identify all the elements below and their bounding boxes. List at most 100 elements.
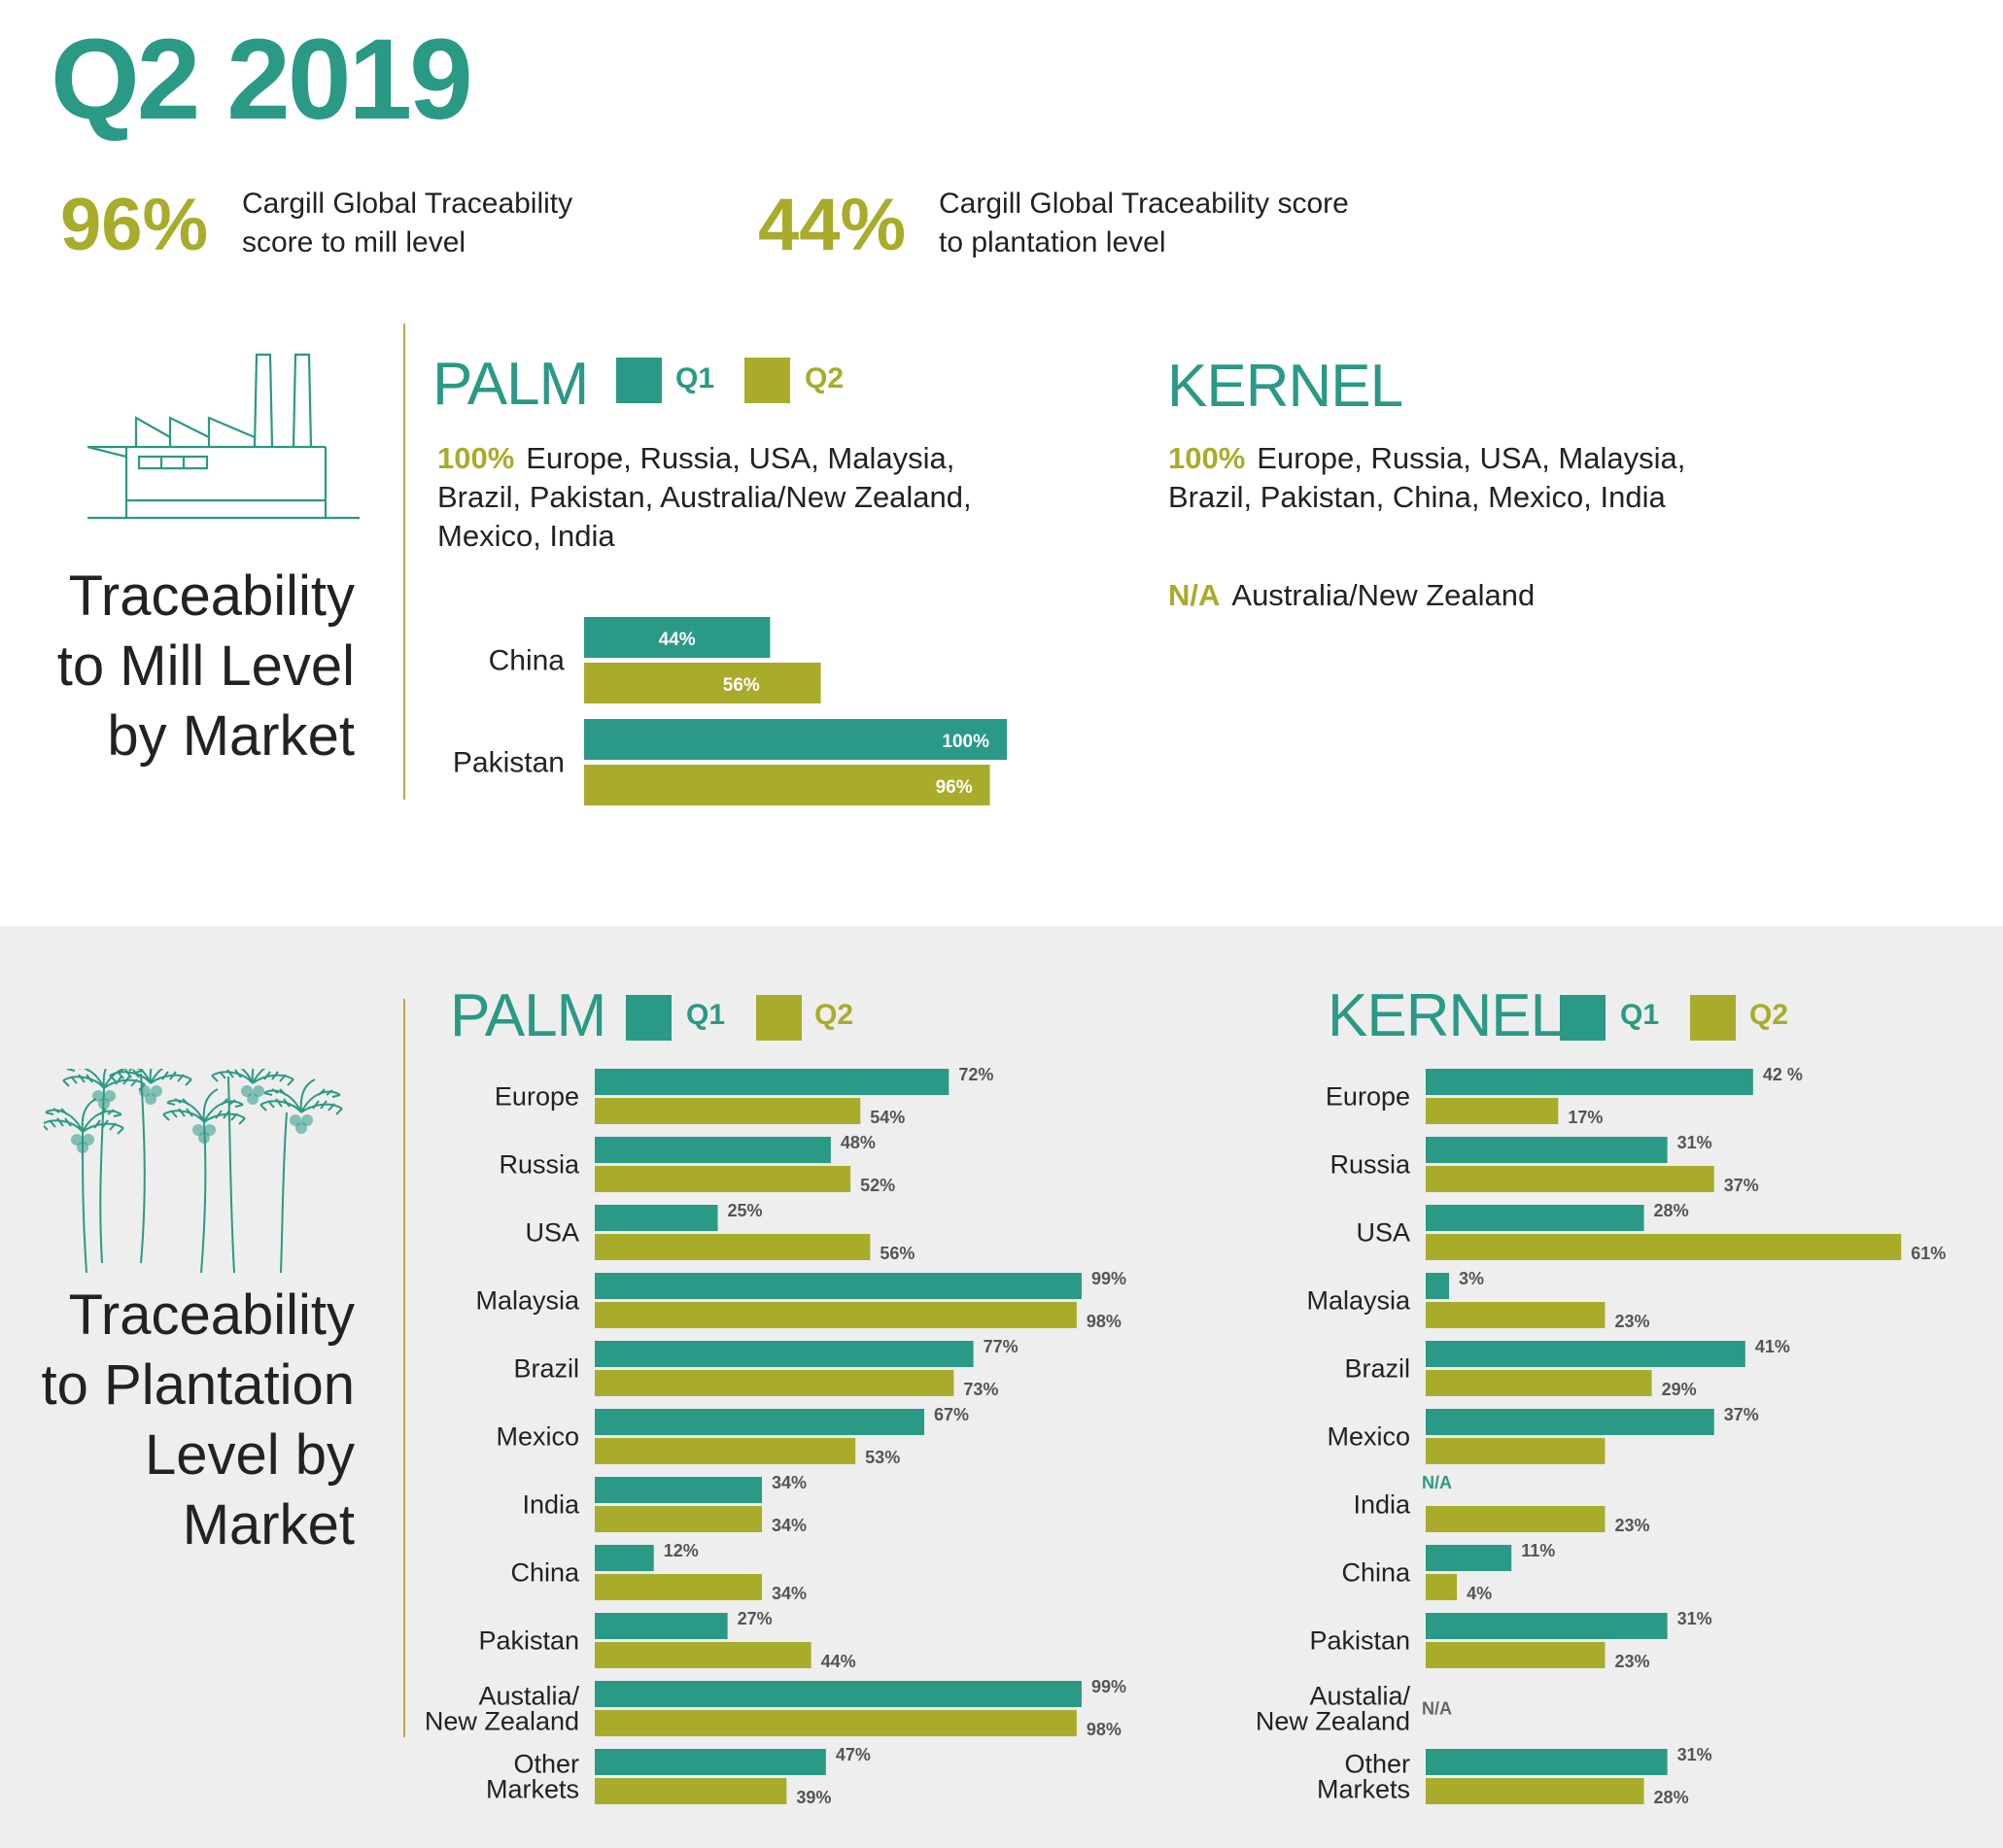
- palm-bar-q2: [595, 1506, 763, 1532]
- kernel-category-label: Europe: [1326, 1082, 1410, 1112]
- palm-bar-q2: [595, 1642, 812, 1668]
- kpi-plantation-text: Cargill Global Traceability score to pla…: [939, 185, 1444, 262]
- mill-legend-q1-swatch: [616, 358, 662, 403]
- palm-bar-value-label: 44%: [821, 1652, 856, 1671]
- kernel-bar-q2: [1426, 1234, 1902, 1260]
- plantation-side-title-line2: to Plantation: [41, 1353, 355, 1417]
- kpi-mill-text-line2: score to mill level: [242, 226, 466, 258]
- kernel-bar-value-label: 61%: [1911, 1244, 1946, 1263]
- mill-kernel-title: KERNEL: [1167, 353, 1403, 420]
- palm-bar-value-label: 77%: [984, 1337, 1019, 1356]
- palm-bar-q2: [595, 1370, 954, 1396]
- mill-kernel-na: N/A Australia/New Zealand: [1168, 576, 1790, 615]
- kpi-plantation-text-line2: to plantation level: [939, 226, 1166, 258]
- plantation-palm-chart: Europe 72% 54% Russia 48% 52% USA 25% 56% Malaysi…: [425, 1065, 1126, 1807]
- mill-bar-value-label: 96%: [936, 777, 973, 798]
- palm-bar-value-label: 25%: [728, 1201, 763, 1220]
- kpi-mill-text: Cargill Global Traceability score to mil…: [242, 185, 650, 262]
- mill-divider: [403, 324, 405, 800]
- palm-bar-q1: [595, 1341, 974, 1367]
- mill-side-title: Traceability to Mill Level by Market: [19, 562, 355, 771]
- mill-palm-full-list: 100% Europe, Russia, USA, Malaysia, Brazi…: [437, 439, 1059, 556]
- palm-bar-value-label: 98%: [1087, 1720, 1122, 1739]
- plantation-kernel-legend-q2-label: Q2: [1749, 999, 1789, 1031]
- plantation-divider: [403, 999, 405, 1737]
- mill-palm-full-line2: Brazil, Pakistan, Australia/New Zealand,: [437, 480, 972, 514]
- palm-bar-q1: [595, 1613, 728, 1639]
- palm-bar-q1: [595, 1477, 763, 1503]
- mill-legend-q1-label: Q1: [675, 362, 715, 394]
- palm-bar-q2: [595, 1234, 871, 1260]
- mill-palm-full-line1: 100% Europe, Russia, USA, Malaysia,: [437, 439, 1059, 478]
- mill-side-title-line1: Traceability: [68, 565, 355, 628]
- palm-bar-q1: [595, 1409, 925, 1435]
- factory-icon: [87, 353, 360, 520]
- kernel-bar-value-label: 29%: [1662, 1380, 1697, 1399]
- kernel-bar-value-label: 37%: [1724, 1405, 1759, 1424]
- mill-kernel-na-text: Australia/New Zealand: [1231, 578, 1536, 612]
- kernel-bar-value-label: 31%: [1677, 1745, 1712, 1764]
- palm-bar-value-label: 12%: [664, 1541, 699, 1560]
- palm-bar-value-label: 48%: [841, 1133, 876, 1152]
- kernel-bar-value-label: 41%: [1755, 1337, 1790, 1356]
- kernel-bar-q1: [1426, 1069, 1753, 1095]
- mill-bar-q1: [584, 719, 1007, 760]
- kernel-category-label: China: [1341, 1558, 1411, 1588]
- palm-category-label: USA: [525, 1218, 579, 1248]
- kernel-bar-q2: [1426, 1302, 1606, 1328]
- kernel-bar-value-label: 37%: [1724, 1176, 1759, 1195]
- kpi-plantation-text-line1: Cargill Global Traceability score: [939, 188, 1349, 220]
- kpi-plantation-value: 44%: [758, 184, 907, 266]
- palm-bar-q1: [595, 1273, 1082, 1299]
- kernel-category-label: Markets: [1317, 1775, 1410, 1804]
- plantation-kernel-legend-q1-swatch: [1560, 995, 1606, 1041]
- mill-bar-value-label: 56%: [723, 675, 760, 696]
- kernel-category-label: Other: [1344, 1750, 1410, 1779]
- palm-bar-value-label: 56%: [880, 1244, 915, 1263]
- mill-kernel-full-list: 100% Europe, Russia, USA, Malaysia, Brazi…: [1168, 439, 1790, 517]
- palm-bar-q2: [595, 1574, 763, 1600]
- kernel-bar-q2: [1426, 1438, 1606, 1464]
- kernel-bar-value-label: 28%: [1654, 1201, 1689, 1220]
- palm-category-label: Austalia/: [478, 1682, 579, 1711]
- mill-palm-full-line3: Mexico, India: [437, 519, 615, 553]
- mill-legend-q2-label: Q2: [805, 362, 845, 394]
- plantation-side-title-line4: Market: [182, 1493, 355, 1557]
- mill-kernel-full-line1-text: Europe, Russia, USA, Malaysia,: [1257, 441, 1686, 475]
- kernel-bar-value-label: 23%: [1614, 1652, 1649, 1671]
- palm-category-label: China: [510, 1558, 580, 1588]
- mill-bar-q2: [584, 765, 990, 805]
- kernel-category-label: Mexico: [1327, 1422, 1410, 1452]
- palm-bar-value-label: 53%: [865, 1448, 900, 1467]
- palm-bar-value-label: 54%: [870, 1108, 905, 1127]
- kernel-bar-value-label: 3%: [1459, 1269, 1484, 1288]
- mill-bar-value-label: 100%: [942, 732, 989, 752]
- palm-category-label: Malaysia: [475, 1286, 580, 1316]
- mill-bar-q1: [584, 617, 771, 658]
- palm-bar-q2: [595, 1098, 861, 1124]
- kernel-bar-value-label: N/A: [1422, 1699, 1452, 1719]
- kernel-bar-q2: [1426, 1778, 1644, 1804]
- plantation-kernel-title: KERNEL: [1328, 982, 1564, 1049]
- kernel-category-label: Brazil: [1344, 1354, 1410, 1384]
- kernel-bar-q1: [1426, 1613, 1668, 1639]
- palm-bar-q1: [595, 1749, 826, 1775]
- palm-bar-value-label: 52%: [860, 1176, 895, 1195]
- kernel-bar-q1: [1426, 1545, 1512, 1571]
- palm-category-label: Other: [513, 1750, 579, 1779]
- kernel-category-label: Russia: [1330, 1150, 1411, 1180]
- plantation-palm-title: PALM: [450, 982, 606, 1049]
- mill-kernel-full-pct: 100%: [1168, 441, 1246, 475]
- kpi-mill-text-line1: Cargill Global Traceability: [242, 188, 573, 220]
- mill-bar-value-label: 44%: [659, 630, 696, 650]
- mill-category-label: China: [489, 645, 566, 677]
- palm-bar-q1: [595, 1681, 1082, 1707]
- palm-bar-q1: [595, 1545, 654, 1571]
- mill-category-label: Pakistan: [453, 747, 565, 779]
- kernel-bar-q2: [1426, 1642, 1606, 1668]
- palm-bar-value-label: 98%: [1087, 1312, 1122, 1331]
- plantation-side-title-line1: Traceability: [68, 1283, 355, 1347]
- palm-bar-value-label: 34%: [772, 1516, 807, 1535]
- mill-bar-q2: [584, 663, 821, 703]
- kernel-category-label: Austalia/: [1309, 1682, 1410, 1711]
